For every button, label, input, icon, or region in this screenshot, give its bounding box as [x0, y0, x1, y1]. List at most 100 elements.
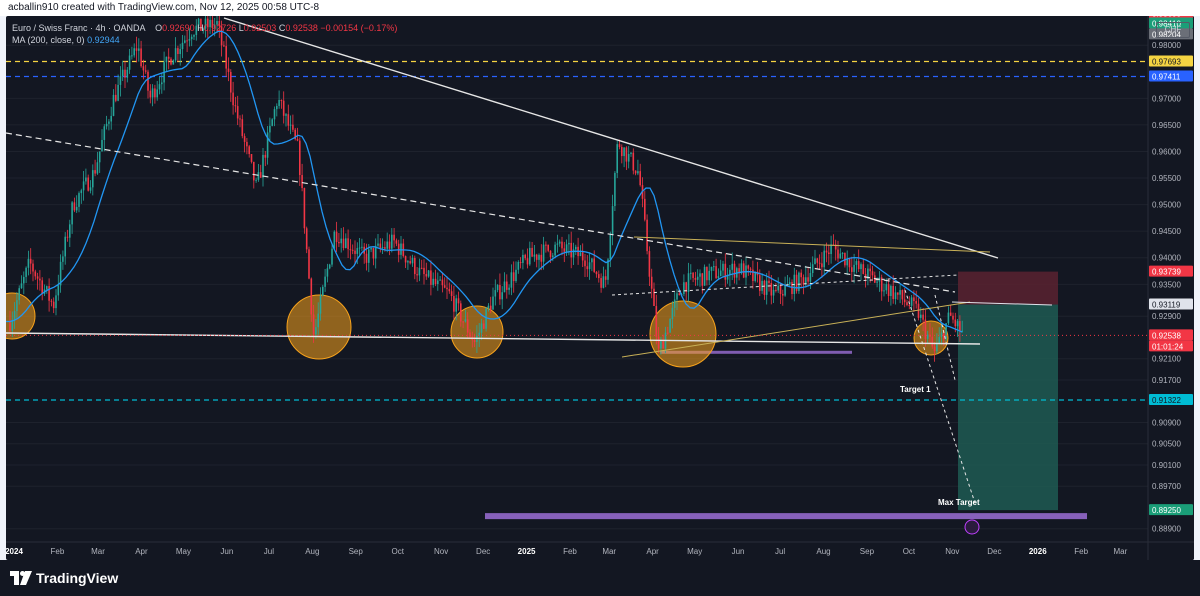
candle-body	[128, 55, 131, 70]
candle-body	[529, 247, 531, 265]
candle-body	[648, 251, 651, 277]
time-tick-label: Dec	[476, 547, 490, 556]
candle-body	[650, 276, 653, 289]
candle-body	[545, 244, 547, 246]
candle-body	[248, 146, 250, 155]
candle-body	[906, 302, 908, 306]
candle-body	[377, 243, 379, 246]
candle-body	[276, 105, 278, 110]
candle-body	[683, 282, 685, 294]
candle-body	[952, 315, 954, 320]
candle-body	[646, 219, 648, 252]
candle-body	[795, 274, 798, 292]
candle-body	[922, 314, 924, 320]
price-badge-text: 0.92538	[1152, 331, 1181, 340]
time-tick-label: Aug	[816, 547, 830, 556]
candle-body	[147, 71, 149, 91]
currency-button[interactable]: CHF	[1156, 22, 1190, 38]
candle-body	[752, 269, 754, 281]
candle-body	[805, 277, 807, 285]
candle-body	[246, 141, 248, 147]
candle-body	[644, 198, 646, 220]
trendlines	[6, 17, 1053, 504]
candle-body	[798, 272, 800, 292]
candle-body	[230, 71, 232, 93]
candle-body	[908, 305, 911, 307]
candle-body	[204, 18, 207, 29]
created-by-text: acballin910 created with TradingView.com…	[8, 2, 320, 13]
candle-body	[455, 298, 457, 312]
candle-body	[611, 206, 614, 235]
candle-body	[370, 247, 372, 250]
candle-body	[301, 175, 303, 189]
price-tick-label: 0.95000	[1152, 201, 1181, 210]
candle-body	[515, 269, 517, 282]
candle-body	[933, 346, 936, 352]
chart-pane[interactable]: Target 1 Max Target 0.98000 0.97000 0.96500 0…	[6, 16, 1194, 560]
candle-body	[508, 287, 510, 290]
candle-body	[220, 26, 223, 46]
candle-body	[437, 280, 439, 284]
projection-line-2	[934, 294, 956, 381]
time-tick-label: 2024	[6, 547, 23, 556]
candle-body	[195, 25, 198, 36]
candle-body	[607, 259, 609, 280]
candle-body	[848, 258, 851, 268]
time-tick-label: Jun	[732, 547, 745, 556]
candle-body	[289, 124, 292, 126]
candle-body	[381, 247, 384, 249]
candle-body	[708, 270, 710, 281]
candle-body	[492, 296, 494, 310]
candle-body	[105, 123, 108, 127]
candle-body	[151, 88, 154, 98]
candle-body	[593, 258, 595, 272]
time-tick-label: Mar	[602, 547, 616, 556]
candle-body	[501, 292, 503, 300]
candle-body	[499, 285, 501, 300]
candle-body	[184, 40, 186, 43]
candle-body	[517, 262, 520, 270]
price-tick-label: 0.94000	[1152, 254, 1181, 263]
candle-body	[614, 172, 616, 207]
candle-body	[423, 267, 425, 275]
candle-body	[241, 119, 244, 137]
time-tick-label: Oct	[903, 547, 916, 556]
candle-body	[549, 250, 552, 257]
candle-body	[692, 272, 694, 278]
candle-body	[78, 193, 80, 207]
branding-bar: TradingView	[0, 560, 1200, 596]
candle-body	[312, 314, 315, 335]
price-badge: 0.93119	[1149, 298, 1193, 310]
candle-body	[361, 246, 363, 248]
candle-body	[66, 236, 69, 238]
candle-body	[425, 274, 428, 277]
support-circle	[649, 300, 717, 368]
candle-body	[625, 147, 628, 162]
candle-body	[356, 248, 359, 254]
candle-body	[832, 244, 835, 246]
candle-body	[177, 48, 179, 55]
candle-body	[892, 285, 894, 300]
candle-body	[409, 261, 411, 264]
candle-body	[186, 40, 188, 42]
take-profit-zone	[958, 304, 1058, 511]
candle-body	[179, 49, 181, 55]
candle-body	[554, 244, 556, 256]
candle-body	[483, 323, 485, 329]
candle-body	[809, 273, 812, 282]
time-tick-label: Jul	[264, 547, 274, 556]
candle-body	[36, 276, 39, 279]
candle-body	[154, 88, 156, 98]
candle-body	[124, 69, 126, 78]
candle-body	[634, 170, 637, 174]
time-tick-label: Mar	[1114, 547, 1128, 556]
target-1-label: Target 1	[900, 385, 931, 394]
candle-body	[763, 280, 766, 295]
candle-body	[584, 260, 586, 267]
candle-body	[706, 266, 708, 281]
candle-body	[754, 271, 756, 281]
candle-body	[41, 280, 43, 294]
candle-body	[73, 202, 76, 211]
candle-body	[687, 273, 690, 292]
